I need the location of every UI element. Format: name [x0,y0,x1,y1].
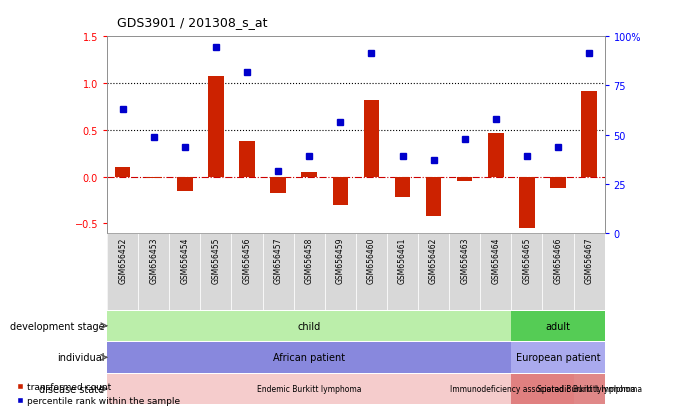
FancyBboxPatch shape [107,374,511,404]
FancyBboxPatch shape [107,342,511,373]
Text: GSM656466: GSM656466 [553,237,562,283]
FancyBboxPatch shape [449,233,480,310]
Bar [457,177,473,182]
FancyBboxPatch shape [138,233,169,310]
Text: GSM656454: GSM656454 [180,237,189,283]
FancyBboxPatch shape [356,233,387,310]
FancyBboxPatch shape [574,233,605,310]
Text: GSM656464: GSM656464 [491,237,500,283]
FancyBboxPatch shape [574,374,605,404]
Text: GSM656458: GSM656458 [305,237,314,283]
FancyBboxPatch shape [107,311,511,341]
Text: GSM656467: GSM656467 [585,237,594,283]
FancyBboxPatch shape [418,233,449,310]
Text: GSM656455: GSM656455 [211,237,220,283]
Bar [488,133,504,177]
Text: GSM656463: GSM656463 [460,237,469,283]
Bar [395,177,410,198]
Text: GSM656453: GSM656453 [149,237,158,283]
Text: development stage: development stage [10,321,104,331]
FancyBboxPatch shape [511,233,542,310]
Text: Endemic Burkitt lymphoma: Endemic Burkitt lymphoma [257,385,361,394]
Text: GSM656465: GSM656465 [522,237,531,283]
Bar [519,177,535,228]
Bar [363,101,379,177]
Text: Sporadic Burkitt lymphoma: Sporadic Burkitt lymphoma [536,385,642,394]
Bar [270,177,286,194]
Text: GSM656452: GSM656452 [118,237,127,283]
Text: GSM656462: GSM656462 [429,237,438,283]
Bar [301,173,317,177]
Text: adult: adult [545,321,571,331]
Bar [146,177,162,179]
FancyBboxPatch shape [294,233,325,310]
Text: GSM656457: GSM656457 [274,237,283,283]
Text: European patient: European patient [515,352,600,363]
FancyBboxPatch shape [511,311,605,341]
FancyBboxPatch shape [480,233,511,310]
Text: GSM656460: GSM656460 [367,237,376,283]
Bar [332,177,348,205]
FancyBboxPatch shape [169,233,200,310]
FancyBboxPatch shape [511,374,574,404]
FancyBboxPatch shape [387,233,418,310]
Text: GSM656461: GSM656461 [398,237,407,283]
FancyBboxPatch shape [542,233,574,310]
FancyBboxPatch shape [263,233,294,310]
Bar [426,177,442,216]
Text: disease state: disease state [39,384,104,394]
Bar [581,91,597,177]
FancyBboxPatch shape [107,233,138,310]
Text: African patient: African patient [273,352,346,363]
Text: GSM656456: GSM656456 [243,237,252,283]
Bar [115,168,131,177]
Text: child: child [298,321,321,331]
Text: GDS3901 / 201308_s_at: GDS3901 / 201308_s_at [117,16,268,29]
Bar [239,142,255,177]
Text: individual: individual [57,352,104,363]
Bar [177,177,193,191]
FancyBboxPatch shape [325,233,356,310]
Text: GSM656459: GSM656459 [336,237,345,283]
Text: Immunodeficiency associated Burkitt lymphoma: Immunodeficiency associated Burkitt lymp… [450,385,635,394]
Bar [550,177,566,188]
Legend: transformed count, percentile rank within the sample: transformed count, percentile rank withi… [12,379,184,408]
FancyBboxPatch shape [231,233,263,310]
FancyBboxPatch shape [511,342,605,373]
Bar [208,76,224,177]
FancyBboxPatch shape [200,233,231,310]
